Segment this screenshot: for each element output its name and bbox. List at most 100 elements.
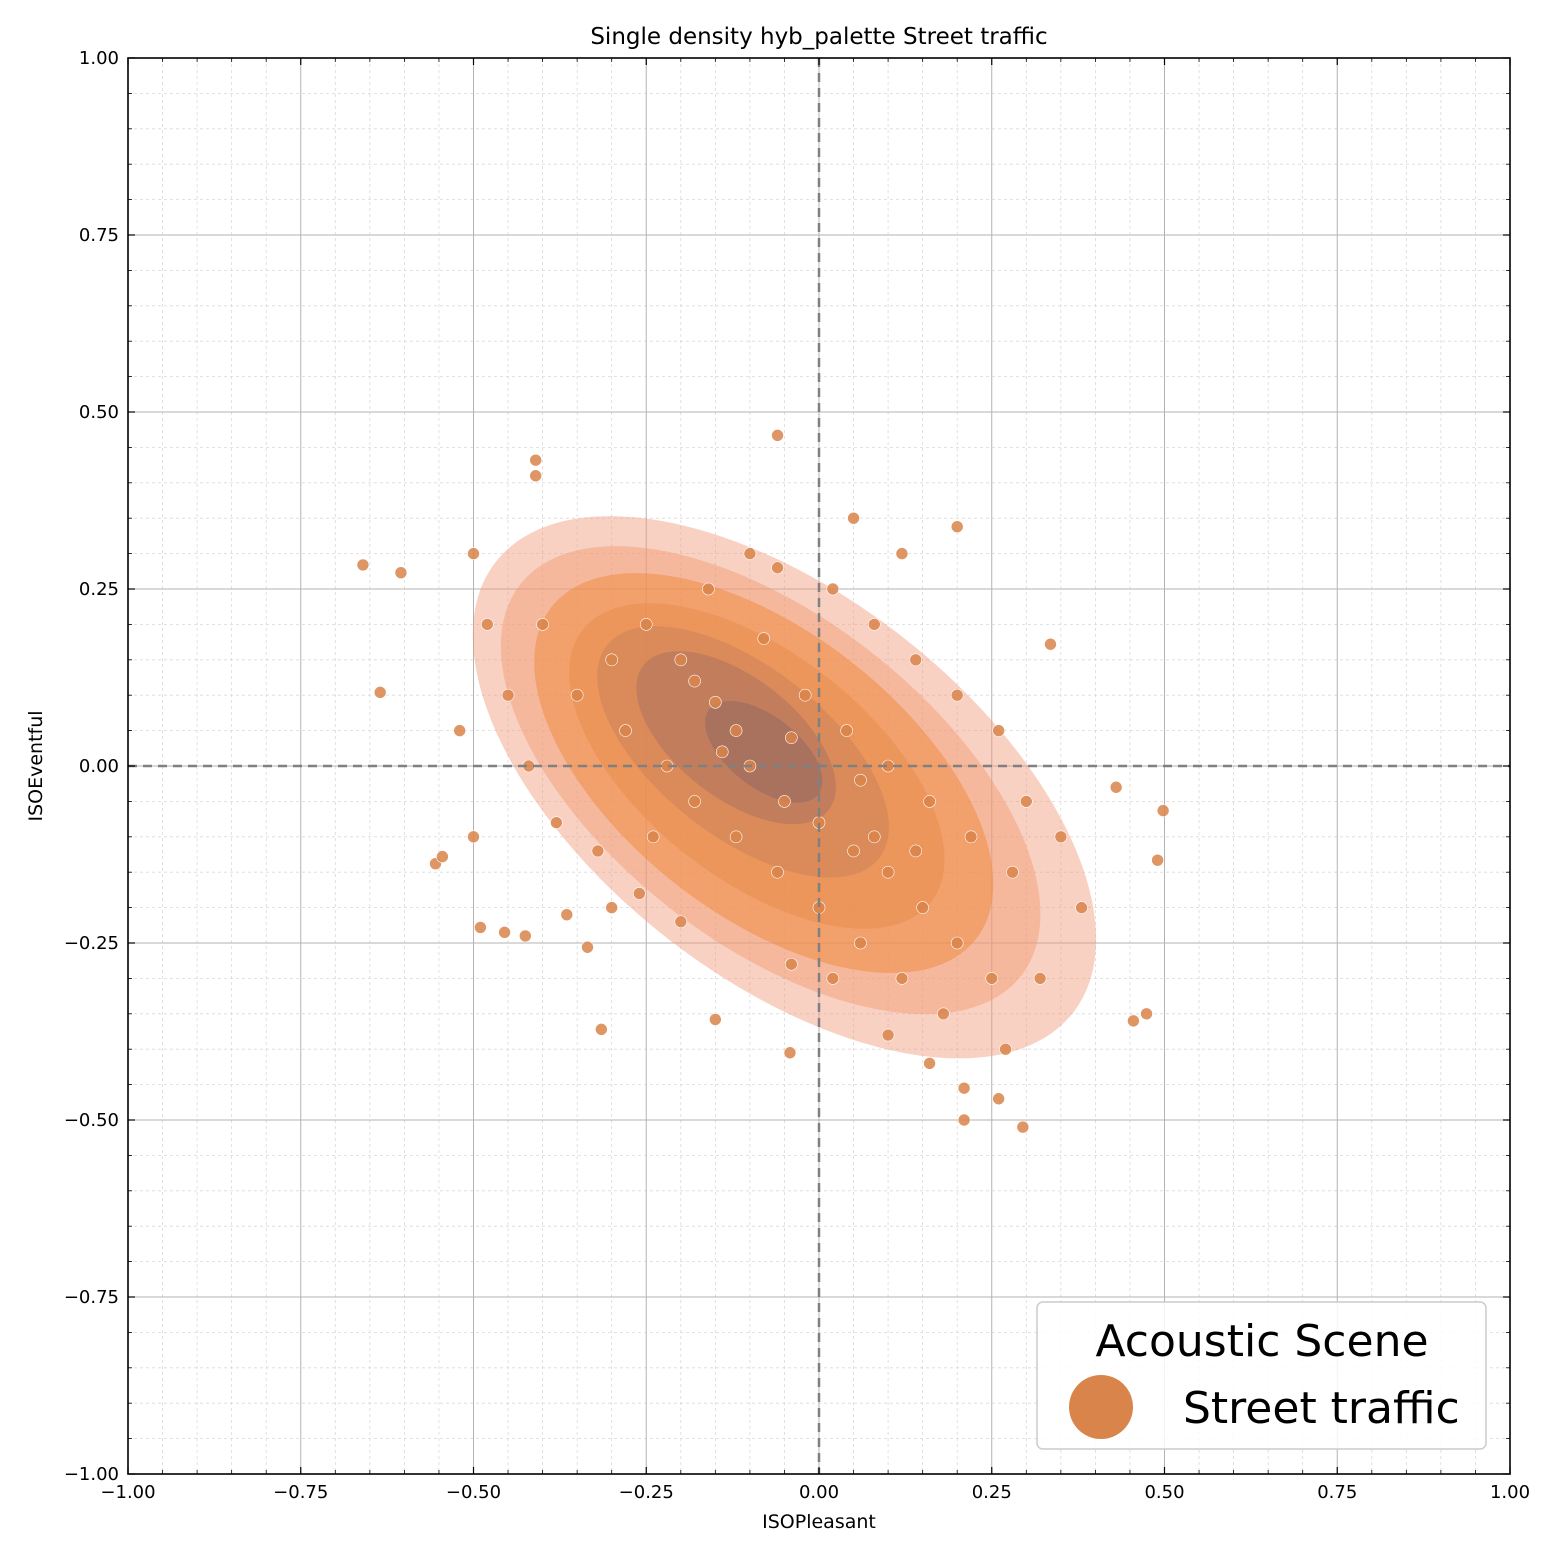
- y-tick-label: −0.75: [64, 1287, 119, 1308]
- data-point: [881, 865, 895, 879]
- data-point: [847, 844, 860, 858]
- data-point: [501, 688, 515, 702]
- data-point: [840, 724, 853, 737]
- data-point: [1151, 853, 1164, 867]
- data-point: [646, 830, 660, 844]
- data-point: [467, 547, 480, 560]
- y-axis-title: ISOEventful: [25, 710, 47, 821]
- x-tick-label: −0.25: [619, 1482, 674, 1503]
- data-point: [560, 908, 574, 921]
- data-point: [783, 1046, 797, 1060]
- data-point: [536, 618, 549, 631]
- data-point: [581, 940, 594, 954]
- legend-marker: [1069, 1375, 1133, 1439]
- data-point: [743, 547, 757, 560]
- y-tick-label: −0.50: [64, 1110, 119, 1131]
- data-point: [950, 520, 964, 533]
- data-point: [453, 724, 466, 737]
- data-point: [633, 887, 646, 900]
- data-point: [771, 865, 784, 879]
- data-point: [798, 688, 812, 702]
- data-point: [785, 957, 798, 971]
- data-point: [498, 926, 511, 939]
- data-point: [591, 844, 605, 858]
- y-tick-label: −0.25: [64, 933, 119, 954]
- data-point: [394, 566, 408, 580]
- x-tick-labels: −1.00 −0.75 −0.50 −0.25 0.00 0.25 0.50 0.75 1.00: [100, 1482, 1530, 1503]
- data-point: [909, 653, 923, 667]
- data-point: [529, 469, 542, 483]
- data-point: [688, 795, 701, 808]
- data-point: [1075, 901, 1088, 914]
- legend: Acoustic Scene Street traffic: [1036, 1301, 1487, 1450]
- zero-lines: [128, 58, 1510, 1474]
- data-point: [957, 1113, 971, 1127]
- data-point: [373, 686, 387, 699]
- data-point: [854, 936, 867, 950]
- data-point: [481, 618, 494, 631]
- x-tick-label: 1.00: [1490, 1482, 1530, 1503]
- data-point: [992, 1092, 1005, 1106]
- data-point: [909, 844, 923, 858]
- legend-box: [1036, 1301, 1487, 1450]
- data-point: [881, 1028, 895, 1042]
- data-point: [550, 816, 563, 829]
- data-point: [950, 688, 964, 702]
- data-point: [519, 929, 532, 943]
- x-tick-label: −0.75: [273, 1482, 328, 1503]
- data-point: [826, 582, 840, 596]
- data-point: [923, 795, 936, 808]
- data-point: [467, 830, 480, 844]
- data-point: [1140, 1007, 1153, 1021]
- data-point: [674, 915, 688, 929]
- y-tick-label: 1.00: [79, 48, 119, 69]
- data-point: [1044, 637, 1057, 651]
- x-tick-label: 0.00: [799, 1482, 839, 1503]
- data-point: [619, 724, 632, 737]
- axis-ticks: [127, 57, 1511, 1475]
- data-point: [957, 1081, 971, 1095]
- x-tick-label: −1.00: [100, 1482, 155, 1503]
- data-point: [595, 1023, 608, 1036]
- data-point: [715, 745, 729, 759]
- data-point: [709, 695, 722, 709]
- data-point: [605, 653, 619, 667]
- data-point: [639, 618, 653, 631]
- data-point: [1006, 865, 1019, 879]
- data-point: [895, 547, 909, 560]
- y-tick-label: 0.75: [79, 225, 119, 246]
- data-point: [1127, 1014, 1140, 1028]
- data-point: [999, 1042, 1012, 1056]
- data-point: [964, 830, 978, 844]
- legend-title: Acoustic Scene: [1095, 1316, 1428, 1367]
- data-point: [709, 1013, 722, 1026]
- density-contours: [472, 516, 1097, 1059]
- data-point: [937, 1007, 950, 1021]
- data-point: [688, 674, 701, 688]
- y-tick-label: −1.00: [64, 1464, 119, 1485]
- data-point: [985, 972, 999, 985]
- density-level: [636, 651, 836, 825]
- data-point: [605, 901, 619, 914]
- y-tick-label: 0.25: [79, 579, 119, 600]
- data-point: [674, 653, 688, 667]
- x-tick-label: −0.50: [446, 1482, 501, 1503]
- data-point: [992, 724, 1005, 737]
- data-point: [529, 453, 542, 467]
- data-point: [778, 795, 791, 808]
- data-point: [356, 558, 370, 572]
- data-point: [847, 511, 860, 525]
- data-point: [916, 901, 929, 914]
- data-point: [950, 936, 964, 950]
- data-point: [923, 1057, 936, 1070]
- x-tick-label: 0.50: [1144, 1482, 1184, 1503]
- density-level: [534, 573, 994, 974]
- data-point: [436, 850, 449, 863]
- data-point: [729, 724, 743, 737]
- legend-label: Street traffic: [1183, 1383, 1460, 1434]
- scatter-points: [356, 429, 1170, 1134]
- y-tick-labels: −1.00 −0.75 −0.50 −0.25 0.00 0.25 0.50 0.75 1.00: [64, 48, 119, 1485]
- x-axis-title: ISOPleasant: [762, 1511, 876, 1533]
- chart-title: Single density hyb_palette Street traffi…: [590, 24, 1047, 50]
